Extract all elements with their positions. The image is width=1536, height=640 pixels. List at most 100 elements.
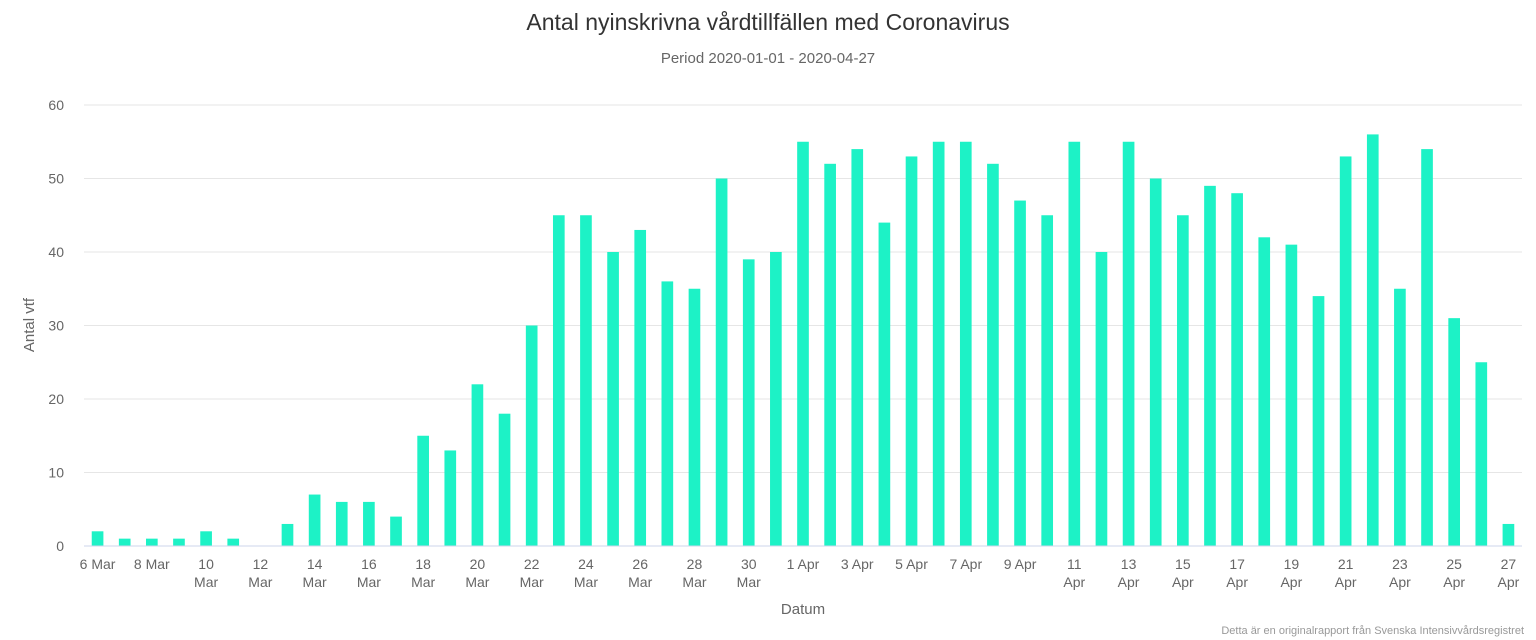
- x-tick-label: 18: [415, 556, 431, 572]
- bar-2020-04-15: [1177, 215, 1189, 546]
- x-tick-label-month: Mar: [411, 574, 435, 590]
- bar-2020-04-02: [824, 163, 836, 547]
- bar-2020-03-08: [145, 538, 158, 546]
- x-tick-label: 27: [1501, 556, 1517, 572]
- x-tick-label-month: Apr: [1335, 574, 1357, 590]
- x-axis-ticks: 6 Mar 8 Mar 10 Mar 12 Mar 14 Mar 16 Mar 18 Mar 20 Mar…: [80, 556, 1520, 590]
- bar-2020-03-29: [715, 178, 728, 546]
- x-tick-label: 21: [1338, 556, 1354, 572]
- x-tick-label: 8 Mar: [134, 556, 170, 572]
- bar-2020-03-26: [634, 229, 647, 546]
- y-axis-ticks: 0 10 20 30 40 50 60: [48, 97, 64, 554]
- bar-2020-03-10: [200, 531, 212, 546]
- y-tick-label: 30: [48, 318, 64, 334]
- bar-2020-03-11: [227, 538, 240, 546]
- bar-2020-03-06: [91, 531, 104, 546]
- bar-2020-04-21: [1339, 156, 1352, 546]
- bar-2020-03-15: [335, 501, 348, 546]
- bar-2020-04-19: [1285, 244, 1298, 546]
- y-tick-label: 60: [48, 97, 64, 113]
- bar-2020-04-23: [1394, 288, 1406, 546]
- bar-2020-04-01: [797, 141, 809, 546]
- x-tick-label-month: Mar: [682, 574, 706, 590]
- x-tick-label: 23: [1392, 556, 1408, 572]
- x-tick-label: 11: [1067, 556, 1082, 572]
- x-tick-label-month: Mar: [628, 574, 652, 590]
- x-tick-label-month: Apr: [1498, 574, 1520, 590]
- x-tick-label-month: Mar: [303, 574, 327, 590]
- bar-2020-04-11: [1068, 141, 1081, 546]
- bar-2020-03-19: [444, 450, 457, 546]
- x-tick-label-month: Apr: [1280, 574, 1302, 590]
- bar-2020-04-04: [878, 222, 891, 546]
- bar-2020-04-09: [1014, 200, 1026, 547]
- bar-2020-04-05: [905, 156, 918, 546]
- x-tick-label: 1 Apr: [787, 556, 820, 572]
- bar-2020-04-16: [1204, 185, 1216, 546]
- bars: [91, 134, 1515, 547]
- x-tick-label: 3 Apr: [841, 556, 874, 572]
- chart-title: Antal nyinskrivna vårdtillfällen med Cor…: [526, 9, 1009, 35]
- bar-2020-04-22: [1366, 134, 1379, 546]
- x-tick-label-month: Apr: [1443, 574, 1465, 590]
- bar-2020-03-14: [308, 494, 321, 546]
- bar-2020-03-28: [688, 288, 701, 546]
- bar-2020-03-30: [742, 259, 755, 546]
- x-tick-label-month: Apr: [1063, 574, 1085, 590]
- x-tick-label: 19: [1284, 556, 1300, 572]
- bar-2020-04-17: [1231, 193, 1243, 546]
- x-tick-label-month: Mar: [357, 574, 381, 590]
- y-tick-label: 0: [56, 538, 64, 554]
- x-tick-label-month: Apr: [1172, 574, 1194, 590]
- bar-2020-04-24: [1421, 149, 1433, 546]
- bar-2020-04-07: [959, 141, 972, 546]
- bar-2020-04-26: [1475, 362, 1488, 546]
- bar-2020-03-20: [471, 384, 484, 546]
- credit-text: Detta är en originalrapport från Svenska…: [1221, 625, 1524, 637]
- x-tick-label-month: Mar: [194, 574, 218, 590]
- x-tick-label-month: Mar: [248, 574, 272, 590]
- bar-2020-04-13: [1122, 141, 1135, 546]
- x-tick-label-month: Mar: [574, 574, 598, 590]
- x-tick-label: 5 Apr: [895, 556, 928, 572]
- x-tick-label-month: Apr: [1226, 574, 1248, 590]
- bar-2020-04-03: [851, 149, 864, 546]
- x-tick-label-month: Mar: [465, 574, 489, 590]
- x-tick-label-month: Apr: [1118, 574, 1140, 590]
- bar-2020-04-10: [1041, 215, 1054, 546]
- x-tick-label-month: Apr: [1389, 574, 1411, 590]
- y-tick-label: 40: [48, 244, 64, 260]
- x-tick-label: 14: [307, 556, 323, 572]
- bar-2020-03-16: [363, 501, 375, 546]
- x-tick-label: 12: [253, 556, 269, 572]
- x-tick-label: 24: [578, 556, 594, 572]
- bar-2020-04-20: [1312, 296, 1325, 546]
- bar-2020-04-12: [1095, 252, 1108, 546]
- x-tick-label: 28: [687, 556, 703, 572]
- bar-2020-03-09: [173, 538, 185, 546]
- bar-2020-04-18: [1258, 237, 1271, 547]
- y-tick-label: 50: [48, 171, 64, 187]
- x-axis-title: Datum: [781, 601, 825, 618]
- x-tick-label: 17: [1229, 556, 1245, 572]
- bar-2020-03-31: [770, 252, 782, 546]
- x-tick-label: 10: [198, 556, 214, 572]
- x-tick-label: 13: [1121, 556, 1137, 572]
- x-tick-label: 26: [632, 556, 648, 572]
- bar-2020-03-07: [118, 538, 131, 546]
- y-tick-label: 10: [48, 465, 64, 481]
- bar-2020-04-25: [1448, 318, 1461, 546]
- bar-2020-03-22: [525, 325, 538, 546]
- bar-2020-04-27: [1502, 523, 1515, 546]
- bar-2020-03-21: [498, 413, 511, 546]
- x-tick-label: 22: [524, 556, 540, 572]
- y-tick-label: 20: [48, 391, 64, 407]
- x-tick-label: 20: [470, 556, 486, 572]
- x-tick-label: 30: [741, 556, 757, 572]
- bar-2020-03-25: [607, 252, 619, 546]
- x-tick-label-month: Mar: [520, 574, 544, 590]
- x-tick-label: 9 Apr: [1004, 556, 1037, 572]
- x-tick-label: 15: [1175, 556, 1191, 572]
- bar-2020-03-24: [580, 215, 592, 546]
- x-tick-label: 25: [1446, 556, 1462, 572]
